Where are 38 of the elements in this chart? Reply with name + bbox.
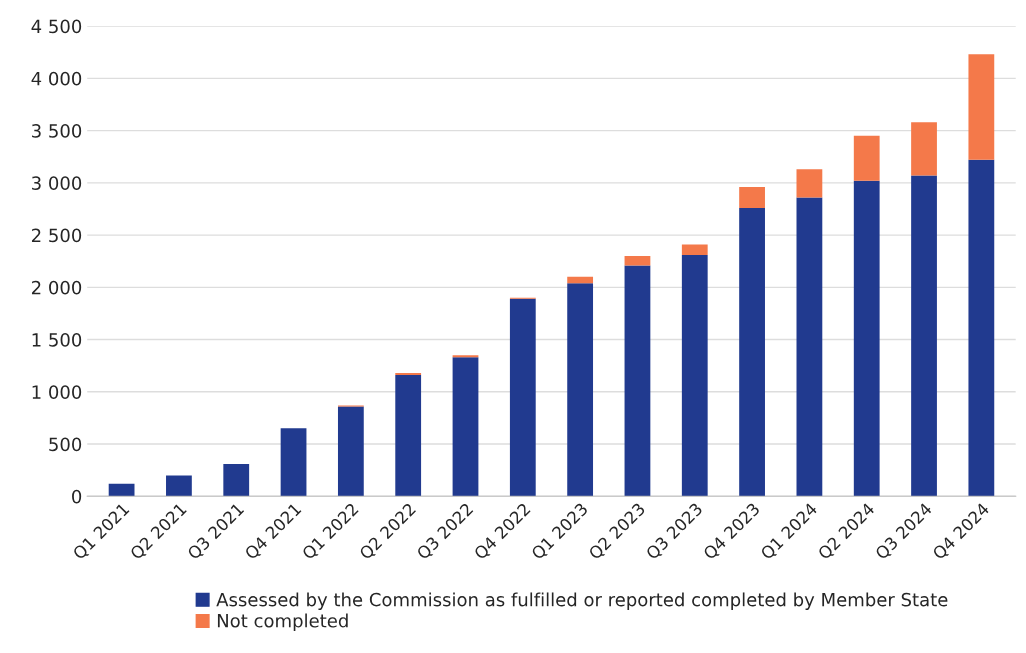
bar: [911, 175, 937, 497]
bar: [681, 244, 708, 255]
bar: [739, 207, 765, 497]
y-tick-label: 2 000: [31, 280, 82, 295]
bar: [280, 428, 307, 497]
y-tick-label: 1 500: [32, 333, 82, 347]
y-tick-label: 500: [49, 437, 82, 452]
y-tick-label: 2 500: [31, 228, 82, 243]
y-tick-label: 1 000: [32, 385, 82, 399]
y-tick-label: 3 000: [32, 176, 82, 190]
bar: [681, 254, 708, 497]
bar: [853, 135, 880, 181]
y-tick-label: 4 000: [31, 71, 82, 86]
bar: [796, 169, 823, 198]
bar: [624, 255, 651, 266]
bar: [567, 276, 594, 284]
bar: [337, 406, 364, 497]
bar: [567, 283, 594, 497]
bar: [968, 159, 995, 497]
bar: [395, 372, 422, 376]
bar: [108, 483, 135, 497]
bar: [911, 122, 937, 176]
y-tick-label: 4 500: [31, 19, 82, 34]
bar: [968, 54, 995, 160]
bar: [509, 298, 536, 497]
bar: [796, 197, 823, 497]
bar: [452, 355, 479, 358]
bar: [853, 180, 880, 497]
legend-label: Assessed by the Commission as fulfilled or reported completed by Member State: [216, 592, 948, 610]
bar: [395, 375, 422, 497]
legend-label: Not completed: [217, 613, 348, 632]
bar: [166, 475, 192, 497]
bar: [223, 463, 250, 497]
y-tick-label: 3 500: [32, 124, 82, 138]
bar: [624, 265, 651, 497]
bar: [452, 357, 479, 497]
bar: [739, 187, 765, 208]
y-tick-label: 0: [72, 489, 82, 504]
